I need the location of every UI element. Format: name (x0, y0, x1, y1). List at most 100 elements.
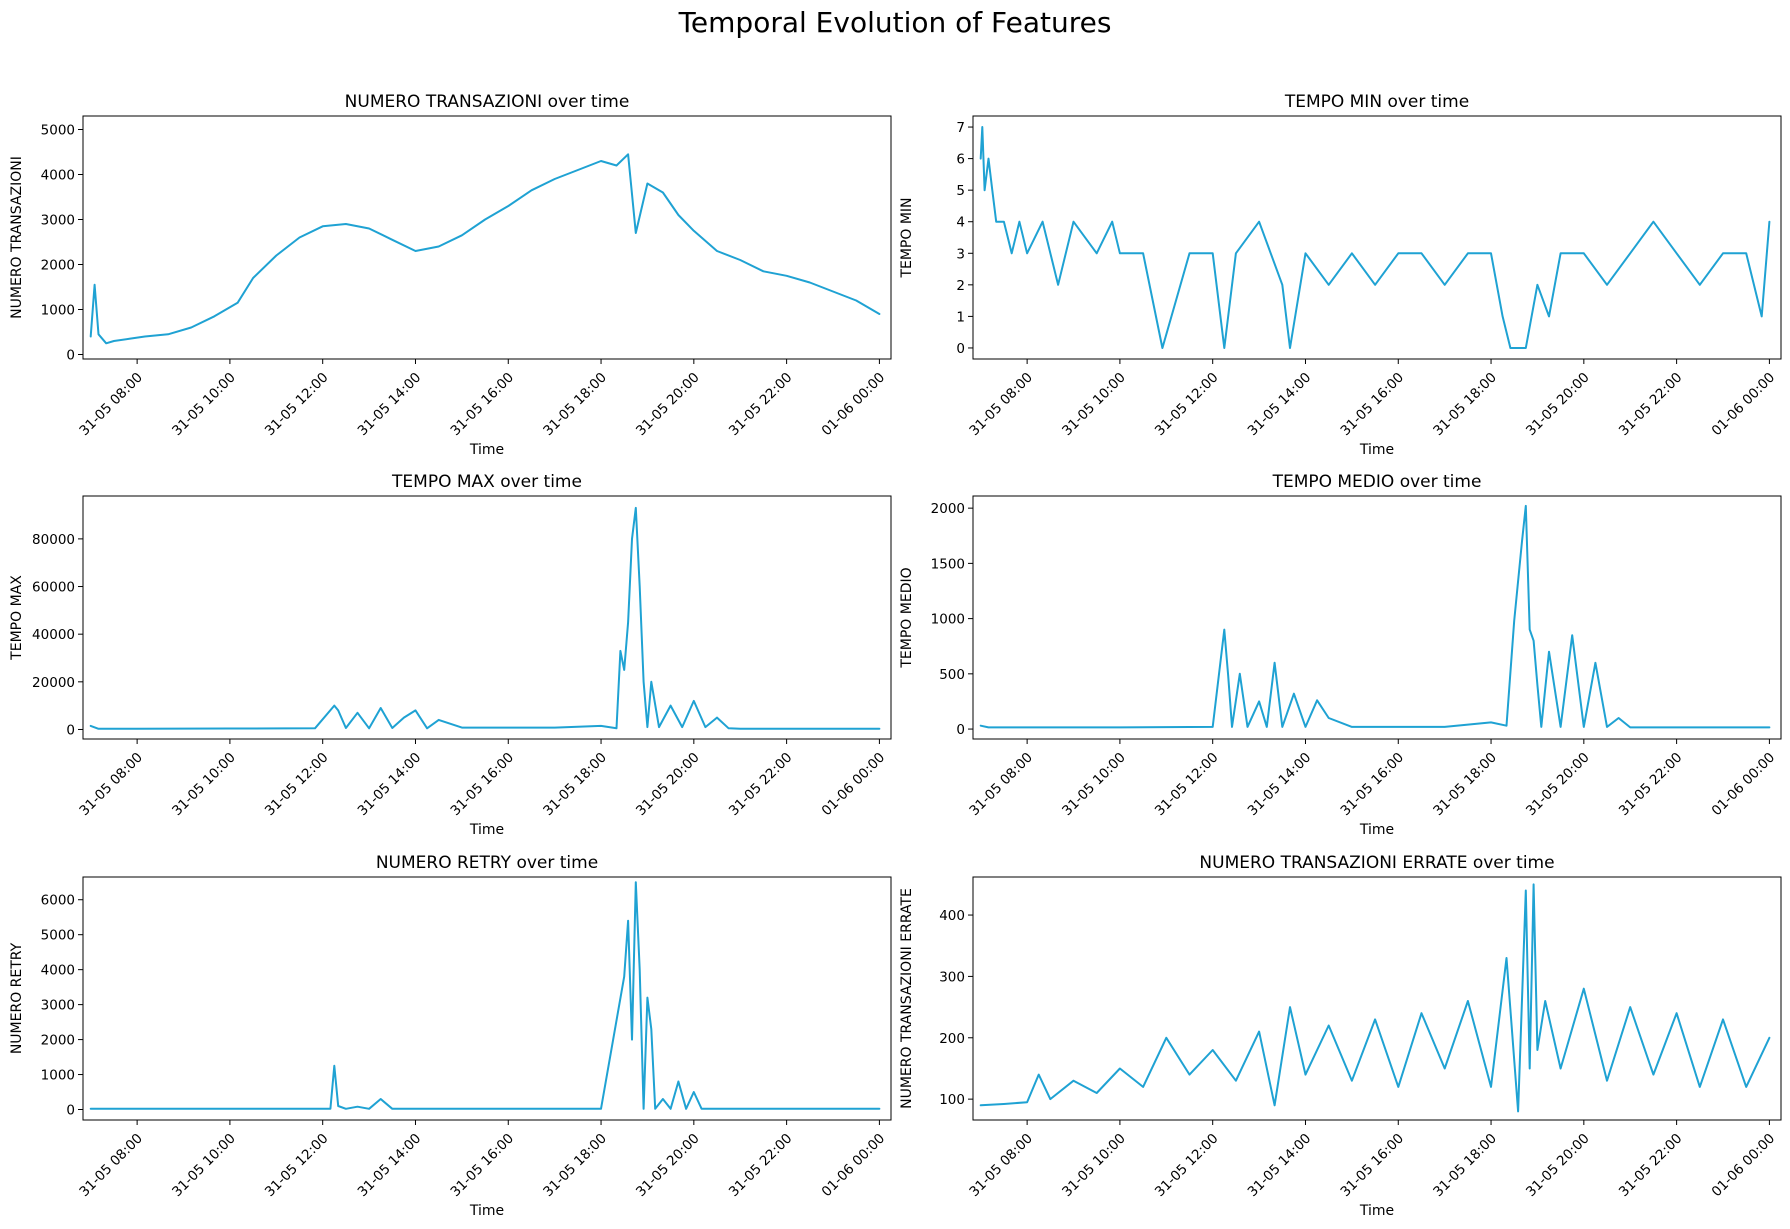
x-tick-label: 31-05 12:00 (1152, 1131, 1222, 1201)
y-tick-label: 60000 (32, 580, 75, 596)
x-tick-label: 31-05 16:00 (1337, 750, 1407, 820)
y-tick-label: 1500 (931, 556, 965, 572)
axes-frame (972, 495, 1782, 740)
x-tick-label: 31-05 16:00 (447, 1131, 517, 1201)
y-axis-label: TEMPO MIN (899, 197, 915, 278)
y-tick-label: 400 (939, 908, 965, 924)
x-tick-label: 01-06 00:00 (1709, 750, 1779, 820)
x-tick-label: 31-05 08:00 (76, 370, 146, 440)
y-axis-label: TEMPO MAX (9, 575, 25, 661)
y-tick-label: 200 (939, 1031, 965, 1047)
x-tick-label: 31-05 22:00 (1616, 370, 1686, 440)
x-tick-label: 31-05 20:00 (1523, 750, 1593, 820)
y-axis-label: NUMERO TRANSAZIONI (9, 156, 25, 319)
y-tick-label: 1000 (41, 1068, 75, 1084)
y-tick-label: 1000 (41, 303, 75, 319)
x-tick-label: 01-06 00:00 (819, 370, 889, 440)
x-tick-label: 31-05 14:00 (1245, 1131, 1315, 1201)
x-tick-label: 31-05 18:00 (540, 1131, 610, 1201)
x-axis-label: Time (1359, 1203, 1394, 1219)
x-tick-label: 31-05 22:00 (726, 370, 796, 440)
y-tick-label: 6 (956, 152, 965, 168)
x-tick-label: 31-05 16:00 (1337, 370, 1407, 440)
x-tick-label: 31-05 08:00 (76, 750, 146, 820)
x-tick-label: 31-05 10:00 (169, 1131, 239, 1201)
x-tick-label: 01-06 00:00 (819, 1131, 889, 1201)
x-tick-label: 31-05 18:00 (1430, 750, 1500, 820)
x-tick-label: 31-05 14:00 (1245, 370, 1315, 440)
y-tick-label: 80000 (32, 532, 75, 548)
panel-title: NUMERO TRANSAZIONI ERRATE over time (1199, 853, 1554, 873)
y-axis-label: NUMERO TRANSAZIONI ERRATE (899, 888, 915, 1109)
y-tick-label: 5000 (41, 123, 75, 139)
series-line (89, 881, 881, 1110)
x-tick-label: 31-05 16:00 (1337, 1131, 1407, 1201)
x-tick-label: 31-05 16:00 (447, 370, 517, 440)
x-tick-label: 31-05 18:00 (1430, 370, 1500, 440)
x-tick-label: 31-05 22:00 (1616, 750, 1686, 820)
y-tick-label: 4000 (41, 168, 75, 184)
x-tick-label: 31-05 12:00 (1152, 370, 1222, 440)
y-tick-label: 0 (66, 722, 75, 738)
y-tick-label: 4000 (41, 963, 75, 979)
y-axis-label: TEMPO MEDIO (899, 567, 915, 668)
x-tick-label: 31-05 20:00 (1523, 370, 1593, 440)
x-axis-label: Time (469, 1203, 504, 1219)
x-tick-label: 31-05 10:00 (1059, 1131, 1129, 1201)
x-tick-label: 31-05 18:00 (1430, 1131, 1500, 1201)
y-tick-label: 2000 (41, 258, 75, 274)
x-tick-label: 01-06 00:00 (1709, 370, 1779, 440)
x-tick-label: 31-05 10:00 (169, 370, 239, 440)
series-line (979, 883, 1771, 1113)
x-tick-label: 31-05 14:00 (355, 370, 425, 440)
y-tick-label: 5 (956, 183, 965, 199)
axes-frame (972, 115, 1782, 360)
panels: NUMERO TRANSAZIONI over time010002000300… (9, 92, 1782, 1219)
y-tick-label: 40000 (32, 627, 75, 643)
x-tick-label: 31-05 08:00 (966, 750, 1036, 820)
y-tick-label: 100 (939, 1092, 965, 1108)
panel-1: NUMERO TRANSAZIONI over time 0 1000 2000 300… (9, 92, 892, 458)
panel-3: TEMPO MAX over time 0 20000 40000 60000 80000… (9, 472, 892, 838)
x-axis-label: Time (1359, 822, 1394, 838)
panel-title: TEMPO MIN over time (1284, 92, 1469, 112)
panel-4: TEMPO MEDIO over time 0 500 1000 1500 2000 31-… (899, 472, 1782, 838)
x-tick-label: 31-05 22:00 (726, 750, 796, 820)
y-tick-label: 6000 (41, 893, 75, 909)
x-tick-label: 31-05 10:00 (169, 750, 239, 820)
y-tick-label: 300 (939, 969, 965, 985)
x-tick-label: 31-05 16:00 (447, 750, 517, 820)
y-tick-label: 20000 (32, 675, 75, 691)
y-tick-label: 0 (66, 348, 75, 364)
series-line (89, 506, 881, 730)
y-tick-label: 0 (956, 722, 965, 738)
x-tick-label: 01-06 00:00 (1709, 1131, 1779, 1201)
x-tick-label: 31-05 14:00 (1245, 750, 1315, 820)
x-tick-label: 31-05 22:00 (1616, 1131, 1686, 1201)
panel-title: TEMPO MEDIO over time (1272, 472, 1482, 492)
panel-title: TEMPO MAX over time (391, 472, 582, 492)
series-line (89, 153, 881, 345)
axes-frame (82, 876, 892, 1121)
x-tick-label: 31-05 14:00 (355, 1131, 425, 1201)
x-tick-label: 31-05 12:00 (262, 750, 332, 820)
y-tick-label: 2 (956, 278, 965, 294)
y-tick-label: 0 (956, 341, 965, 357)
y-tick-label: 3000 (41, 213, 75, 229)
panel-6: NUMERO TRANSAZIONI ERRATE over time 100 20… (899, 853, 1782, 1219)
x-tick-label: 31-05 08:00 (76, 1131, 146, 1201)
series-line (979, 504, 1771, 729)
figure-title: Temporal Evolution of Features (678, 6, 1112, 39)
y-tick-label: 500 (939, 667, 965, 683)
axes-frame (972, 876, 1782, 1121)
x-tick-label: 31-05 10:00 (1059, 750, 1129, 820)
y-tick-label: 1 (956, 309, 965, 325)
x-tick-label: 31-05 20:00 (1523, 1131, 1593, 1201)
x-tick-label: 31-05 12:00 (262, 370, 332, 440)
x-tick-label: 31-05 18:00 (540, 370, 610, 440)
x-tick-label: 31-05 22:00 (726, 1131, 796, 1201)
x-tick-label: 31-05 20:00 (633, 1131, 703, 1201)
x-tick-label: 31-05 20:00 (633, 370, 703, 440)
y-tick-label: 2000 (41, 1033, 75, 1049)
x-tick-label: 31-05 08:00 (966, 1131, 1036, 1201)
